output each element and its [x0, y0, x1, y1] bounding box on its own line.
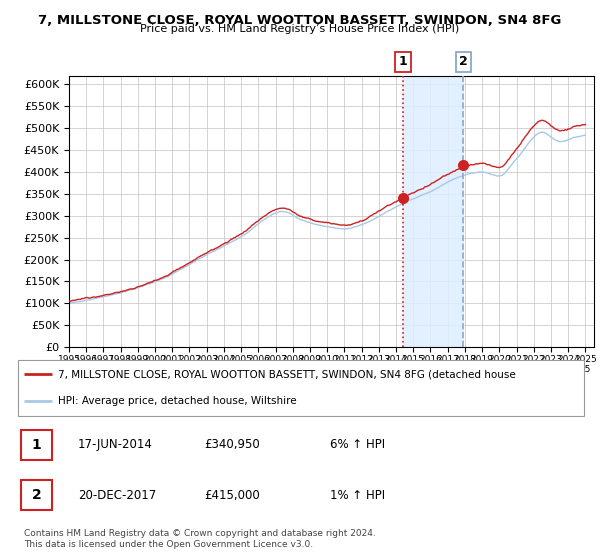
Text: 6% ↑ HPI: 6% ↑ HPI [330, 438, 385, 451]
Text: 17-JUN-2014: 17-JUN-2014 [78, 438, 153, 451]
Text: HPI: Average price, detached house, Wiltshire: HPI: Average price, detached house, Wilt… [58, 396, 296, 407]
Bar [403, 76, 463, 347]
Text: 2: 2 [32, 488, 41, 502]
FancyBboxPatch shape [18, 360, 584, 416]
Text: £340,950: £340,950 [204, 438, 260, 451]
Text: Price paid vs. HM Land Registry’s House Price Index (HPI): Price paid vs. HM Land Registry’s House … [140, 24, 460, 34]
Text: 1% ↑ HPI: 1% ↑ HPI [330, 489, 385, 502]
Text: 2: 2 [459, 55, 468, 68]
Text: £415,000: £415,000 [204, 489, 260, 502]
Text: 1: 1 [32, 438, 41, 452]
Text: 7, MILLSTONE CLOSE, ROYAL WOOTTON BASSETT, SWINDON, SN4 8FG: 7, MILLSTONE CLOSE, ROYAL WOOTTON BASSET… [38, 14, 562, 27]
FancyBboxPatch shape [21, 430, 52, 460]
Text: 7, MILLSTONE CLOSE, ROYAL WOOTTON BASSETT, SWINDON, SN4 8FG (detached house: 7, MILLSTONE CLOSE, ROYAL WOOTTON BASSET… [58, 369, 516, 379]
FancyBboxPatch shape [21, 480, 52, 511]
Text: 20-DEC-2017: 20-DEC-2017 [78, 489, 156, 502]
Text: 1: 1 [399, 55, 407, 68]
Text: Contains HM Land Registry data © Crown copyright and database right 2024.
This d: Contains HM Land Registry data © Crown c… [24, 529, 376, 549]
